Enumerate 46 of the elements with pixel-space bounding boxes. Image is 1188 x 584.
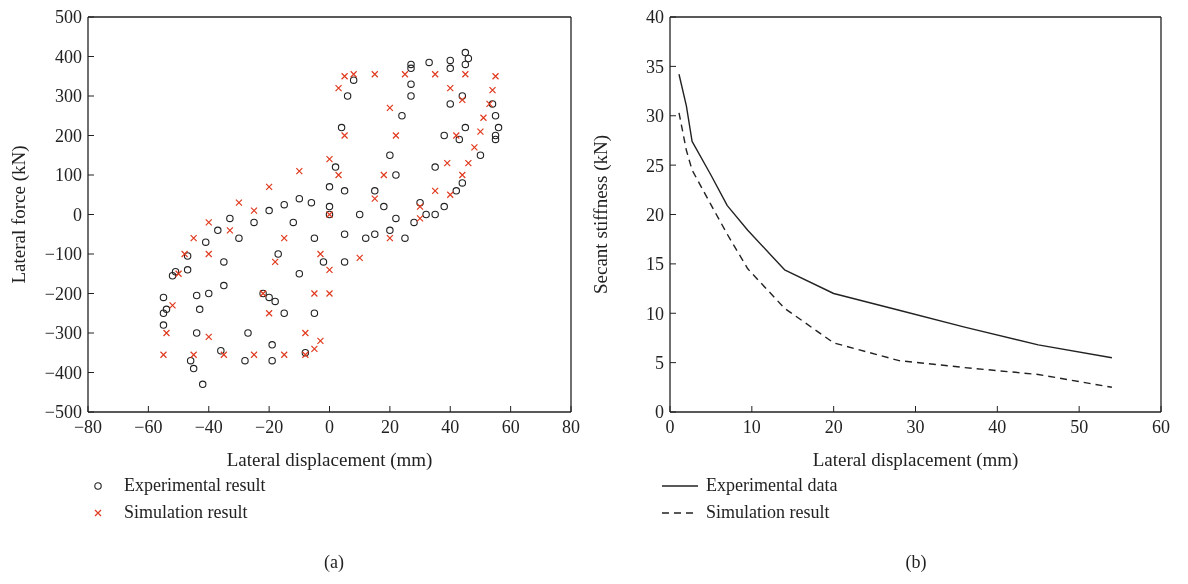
y-tick-label: 10 [646, 303, 664, 324]
x-tick-label: 0 [325, 416, 334, 437]
y-tick-label: 5 [655, 353, 664, 374]
x-tick-label: −20 [255, 416, 284, 437]
y-tick-label: −400 [44, 362, 82, 383]
y-tick-label: 25 [646, 155, 664, 176]
y-tick-label: 35 [646, 56, 664, 77]
y-tick-label: 40 [646, 7, 664, 28]
y-tick-label: 500 [55, 7, 82, 28]
legend-label: Experimental result [124, 475, 266, 496]
y-tick-label: −300 [44, 323, 82, 344]
x-axis-title: Lateral displacement (mm) [226, 449, 433, 471]
text: (a) [323, 552, 345, 573]
y-axis-title: Secant stiffness (kN) [589, 134, 612, 295]
x-tick-label: 60 [501, 416, 520, 437]
legend-label: Simulation result [124, 502, 248, 523]
x-tick-label: 40 [988, 416, 1007, 437]
line-series [678, 73, 1113, 359]
x-tick-label: 80 [562, 416, 580, 437]
x-tick-label: 20 [380, 416, 399, 437]
x-tick-label: 20 [824, 416, 843, 437]
x-tick-label: 30 [906, 416, 925, 437]
x-tick-label: −60 [134, 416, 163, 437]
x-tick-label: 40 [441, 416, 460, 437]
y-tick-label: −200 [44, 283, 82, 304]
x-tick-label: 60 [1152, 416, 1170, 437]
y-tick-label: 30 [646, 106, 664, 127]
line-series [678, 112, 1113, 389]
y-tick-label: 400 [55, 46, 82, 67]
x-axis-title: Lateral displacement (mm) [812, 449, 1019, 471]
x-tick-label: 10 [742, 416, 761, 437]
text: (b) [904, 552, 928, 573]
y-tick-label: 200 [55, 125, 82, 146]
y-tick-label: 20 [646, 204, 664, 225]
y-tick-label: 15 [646, 254, 664, 275]
y-tick-label: 0 [655, 402, 664, 423]
y-tick-label: 300 [55, 86, 82, 107]
x-tick-label: −40 [194, 416, 223, 437]
y-axis-title: Lateral force (kN) [7, 145, 30, 284]
y-tick-label: 100 [55, 165, 82, 186]
x-tick-label: 50 [1070, 416, 1089, 437]
y-tick-label: −500 [44, 402, 82, 423]
y-tick-label: 0 [73, 204, 82, 225]
legend-label: Experimental data [706, 475, 838, 496]
legend-label: Simulation result [706, 502, 830, 523]
y-tick-label: −100 [44, 244, 82, 265]
